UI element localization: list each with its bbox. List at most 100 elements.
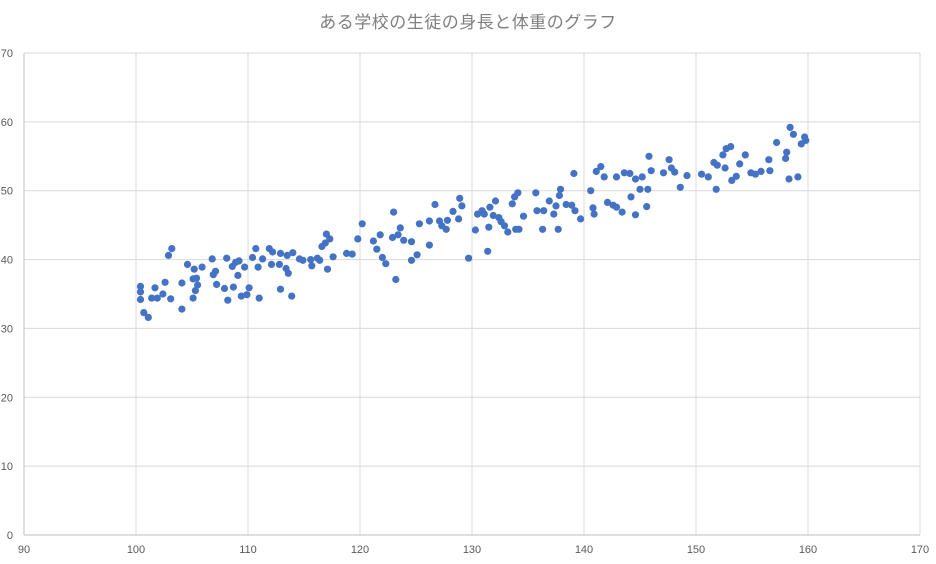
data-point — [704, 173, 712, 181]
data-point — [161, 278, 169, 286]
data-point — [396, 224, 404, 232]
data-point — [638, 173, 646, 181]
data-point — [136, 288, 145, 296]
data-point — [275, 260, 283, 268]
data-point — [556, 185, 565, 193]
data-point — [178, 305, 186, 313]
data-point — [288, 292, 296, 300]
data-point — [354, 235, 362, 243]
data-point — [659, 169, 668, 177]
data-point — [456, 194, 464, 202]
data-point — [736, 160, 744, 168]
data-point — [612, 203, 621, 211]
data-point — [136, 282, 145, 290]
data-point — [603, 198, 612, 206]
data-point — [484, 247, 492, 255]
data-point — [234, 271, 242, 279]
data-point — [757, 167, 765, 175]
data-point — [555, 191, 564, 200]
data-point — [415, 220, 423, 228]
data-point — [400, 236, 408, 244]
data-point — [545, 197, 553, 205]
data-point — [241, 263, 249, 271]
data-point — [425, 241, 433, 249]
data-point — [514, 189, 522, 197]
data-point — [683, 172, 691, 180]
data-point — [719, 151, 727, 159]
data-point — [627, 193, 635, 201]
data-point — [794, 173, 802, 181]
data-point — [589, 204, 597, 212]
data-point — [550, 210, 558, 218]
data-point — [533, 207, 541, 215]
axes — [23, 53, 920, 536]
data-point — [443, 216, 451, 224]
data-point — [136, 295, 145, 304]
data-point — [144, 313, 152, 321]
data-point — [671, 168, 679, 176]
data-point — [554, 225, 562, 233]
data-point — [213, 280, 221, 288]
data-point — [192, 274, 201, 282]
data-point — [299, 256, 307, 264]
data-point — [373, 245, 381, 253]
data-point — [208, 255, 216, 263]
data-point — [570, 169, 578, 178]
data-point — [167, 295, 175, 303]
data-point — [676, 183, 684, 191]
data-point — [376, 231, 384, 239]
data-point — [243, 291, 251, 299]
y-tick-label: 50 — [1, 186, 13, 198]
data-point — [168, 245, 176, 253]
data-point — [644, 185, 652, 193]
data-point — [148, 294, 156, 302]
data-point — [785, 175, 793, 183]
data-point — [259, 255, 267, 263]
data-point — [289, 249, 297, 257]
data-point — [449, 207, 457, 215]
data-point — [712, 185, 720, 193]
x-tick-label: 130 — [463, 544, 481, 556]
data-point — [237, 292, 245, 300]
data-point — [267, 260, 276, 268]
data-point — [252, 245, 260, 253]
data-point — [164, 251, 173, 259]
y-tick-label: 40 — [1, 255, 13, 267]
data-point — [190, 265, 198, 273]
data-point — [442, 225, 450, 233]
grid-lines — [24, 52, 921, 535]
data-point — [590, 210, 598, 218]
data-point — [224, 296, 232, 304]
data-point — [500, 222, 509, 230]
data-point — [276, 285, 285, 293]
data-point — [431, 200, 439, 209]
data-point — [751, 170, 760, 178]
x-tick-label: 150 — [687, 544, 705, 556]
y-tick-label: 0 — [7, 530, 13, 542]
data-point — [153, 294, 161, 302]
data-point — [540, 207, 548, 215]
x-tick-label: 120 — [351, 544, 369, 556]
data-point — [348, 250, 356, 258]
data-point — [458, 202, 466, 210]
data-point — [773, 138, 781, 147]
data-point — [504, 228, 512, 236]
x-tick-label: 170 — [911, 544, 929, 556]
data-point — [600, 173, 608, 181]
data-point — [732, 172, 740, 180]
y-tick-label: 30 — [1, 323, 13, 335]
y-tick-label: 60 — [1, 117, 13, 129]
data-point — [647, 167, 655, 175]
data-point — [388, 233, 397, 242]
data-point — [486, 203, 494, 211]
data-point — [789, 130, 798, 138]
data-point — [620, 169, 628, 177]
data-point — [766, 167, 774, 175]
data-point — [413, 251, 421, 259]
data-point — [235, 257, 243, 265]
data-point — [140, 309, 148, 317]
data-point — [254, 263, 262, 271]
data-point — [480, 210, 488, 218]
data-point — [532, 189, 540, 197]
